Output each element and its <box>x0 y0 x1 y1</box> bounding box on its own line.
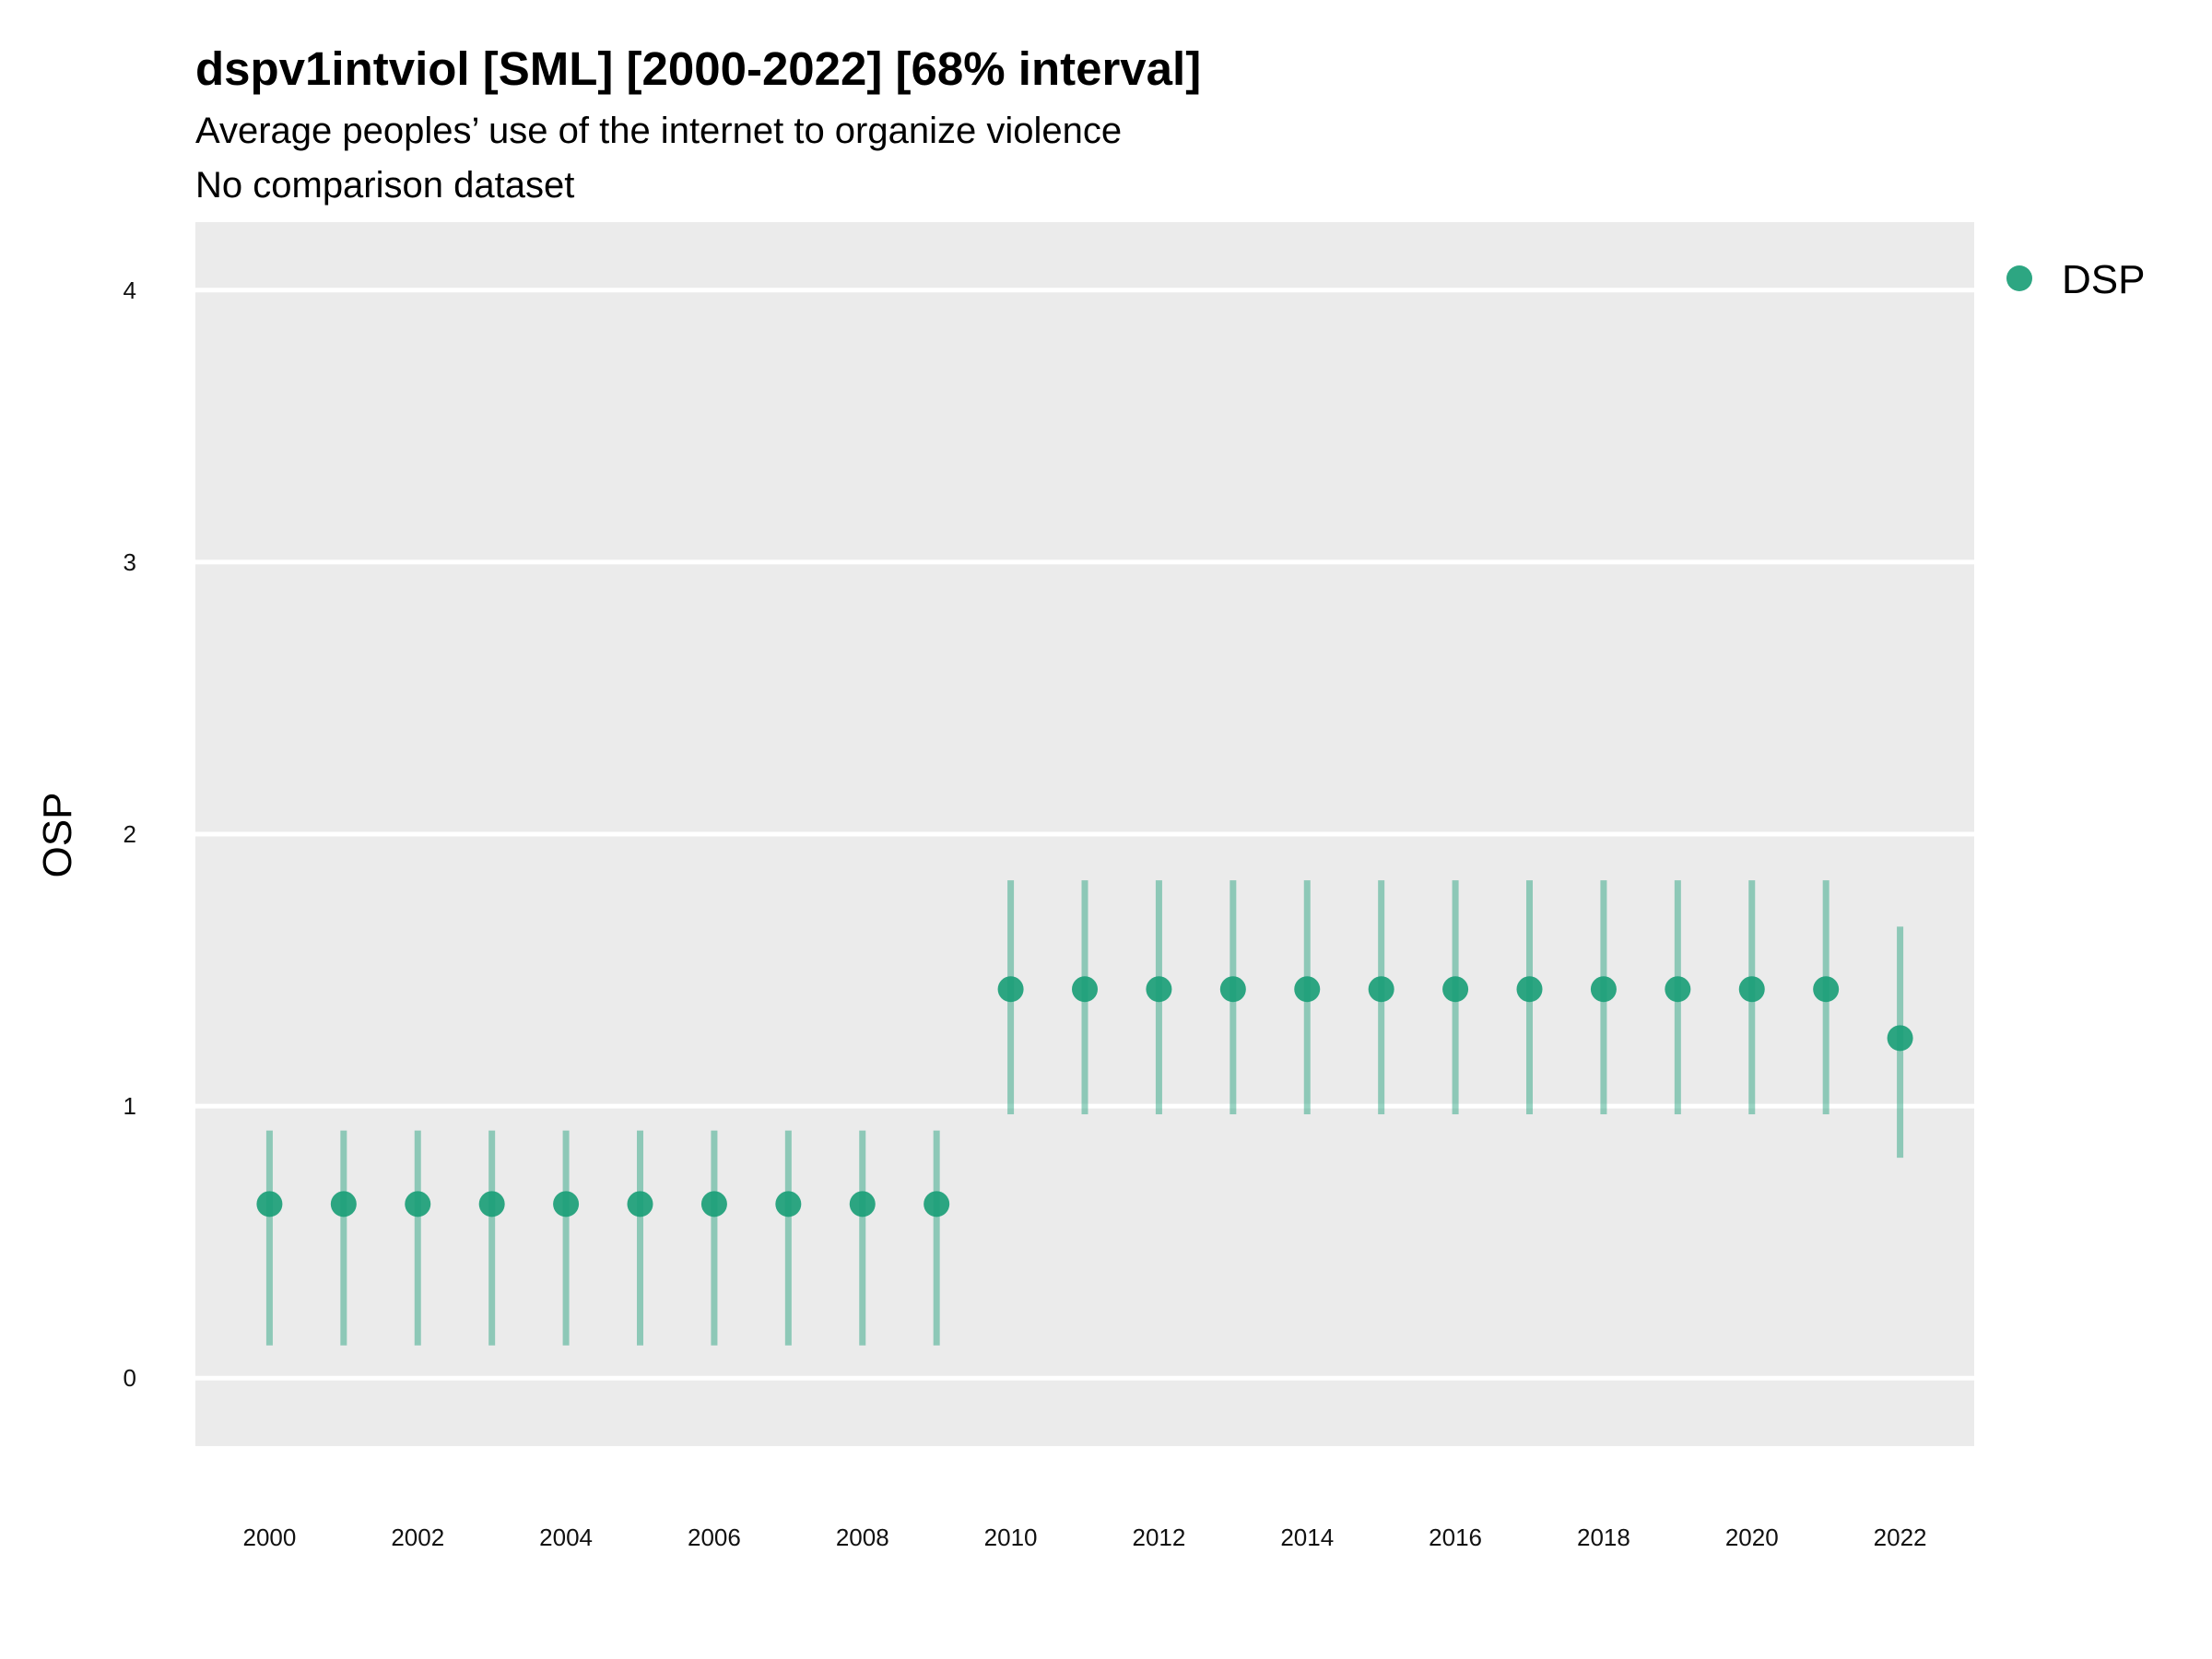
point-dsp-2008 <box>849 1191 876 1218</box>
point-dsp-2015 <box>1368 976 1394 1003</box>
x-tick-label-2016: 2016 <box>1429 1524 1482 1551</box>
point-dsp-2009 <box>924 1191 950 1218</box>
chart-caption: No comparison dataset <box>195 165 574 206</box>
x-tick-label-2020: 2020 <box>1725 1524 1779 1551</box>
point-dsp-2004 <box>553 1191 580 1218</box>
x-tick-label-2004: 2004 <box>539 1524 593 1551</box>
point-dsp-2018 <box>1590 976 1617 1003</box>
chart-subtitle: Average peoples’ use of the internet to … <box>195 111 1122 151</box>
point-dsp-2011 <box>1072 976 1098 1003</box>
y-axis-tick-labels: 0 1 2 3 4 <box>124 276 136 1392</box>
point-dsp-2012 <box>1146 976 1172 1003</box>
point-dsp-2013 <box>1219 976 1246 1003</box>
legend: DSP <box>2006 257 2145 302</box>
grid-lines <box>195 288 1974 1381</box>
point-dsp-2019 <box>1665 976 1691 1003</box>
point-dsp-2021 <box>1813 976 1840 1003</box>
x-tick-label-2002: 2002 <box>391 1524 444 1551</box>
point-dsp-2020 <box>1738 976 1765 1003</box>
point-dsp-2005 <box>627 1191 653 1218</box>
point-dsp-2022 <box>1887 1025 1913 1052</box>
point-dsp-2010 <box>997 976 1024 1003</box>
y-tick-label-4: 4 <box>124 276 136 304</box>
x-tick-label-2022: 2022 <box>1874 1524 1927 1551</box>
y-tick-label-2: 2 <box>124 820 136 848</box>
legend-label-dsp: DSP <box>2062 257 2145 302</box>
x-tick-label-2000: 2000 <box>242 1524 296 1551</box>
x-tick-label-2014: 2014 <box>1280 1524 1334 1551</box>
chart-title: dspv1intviol [SML] [2000-2022] [68% inte… <box>195 42 1201 95</box>
x-tick-label-2012: 2012 <box>1132 1524 1185 1551</box>
y-axis-title: OSP <box>35 793 80 878</box>
point-dsp-2017 <box>1516 976 1543 1003</box>
point-dsp-2016 <box>1442 976 1469 1003</box>
y-tick-label-1: 1 <box>124 1092 136 1120</box>
point-dsp-2006 <box>700 1191 727 1218</box>
x-tick-label-2006: 2006 <box>688 1524 741 1551</box>
x-axis-tick-labels: 2000 2002 2004 2006 2008 2010 2012 2014 2016 2018… <box>242 1524 1926 1551</box>
point-dsp-2001 <box>330 1191 357 1218</box>
y-tick-label-0: 0 <box>124 1364 136 1392</box>
point-dsp-2007 <box>775 1191 802 1218</box>
data-points <box>256 976 1913 1218</box>
x-tick-label-2010: 2010 <box>984 1524 1038 1551</box>
y-tick-label-3: 3 <box>124 548 136 576</box>
point-dsp-2002 <box>405 1191 431 1218</box>
point-dsp-2014 <box>1294 976 1321 1003</box>
point-dsp-2003 <box>478 1191 505 1218</box>
x-tick-label-2018: 2018 <box>1577 1524 1630 1551</box>
point-dsp-2000 <box>256 1191 283 1218</box>
x-tick-label-2008: 2008 <box>836 1524 889 1551</box>
legend-marker-dsp <box>2006 265 2032 291</box>
